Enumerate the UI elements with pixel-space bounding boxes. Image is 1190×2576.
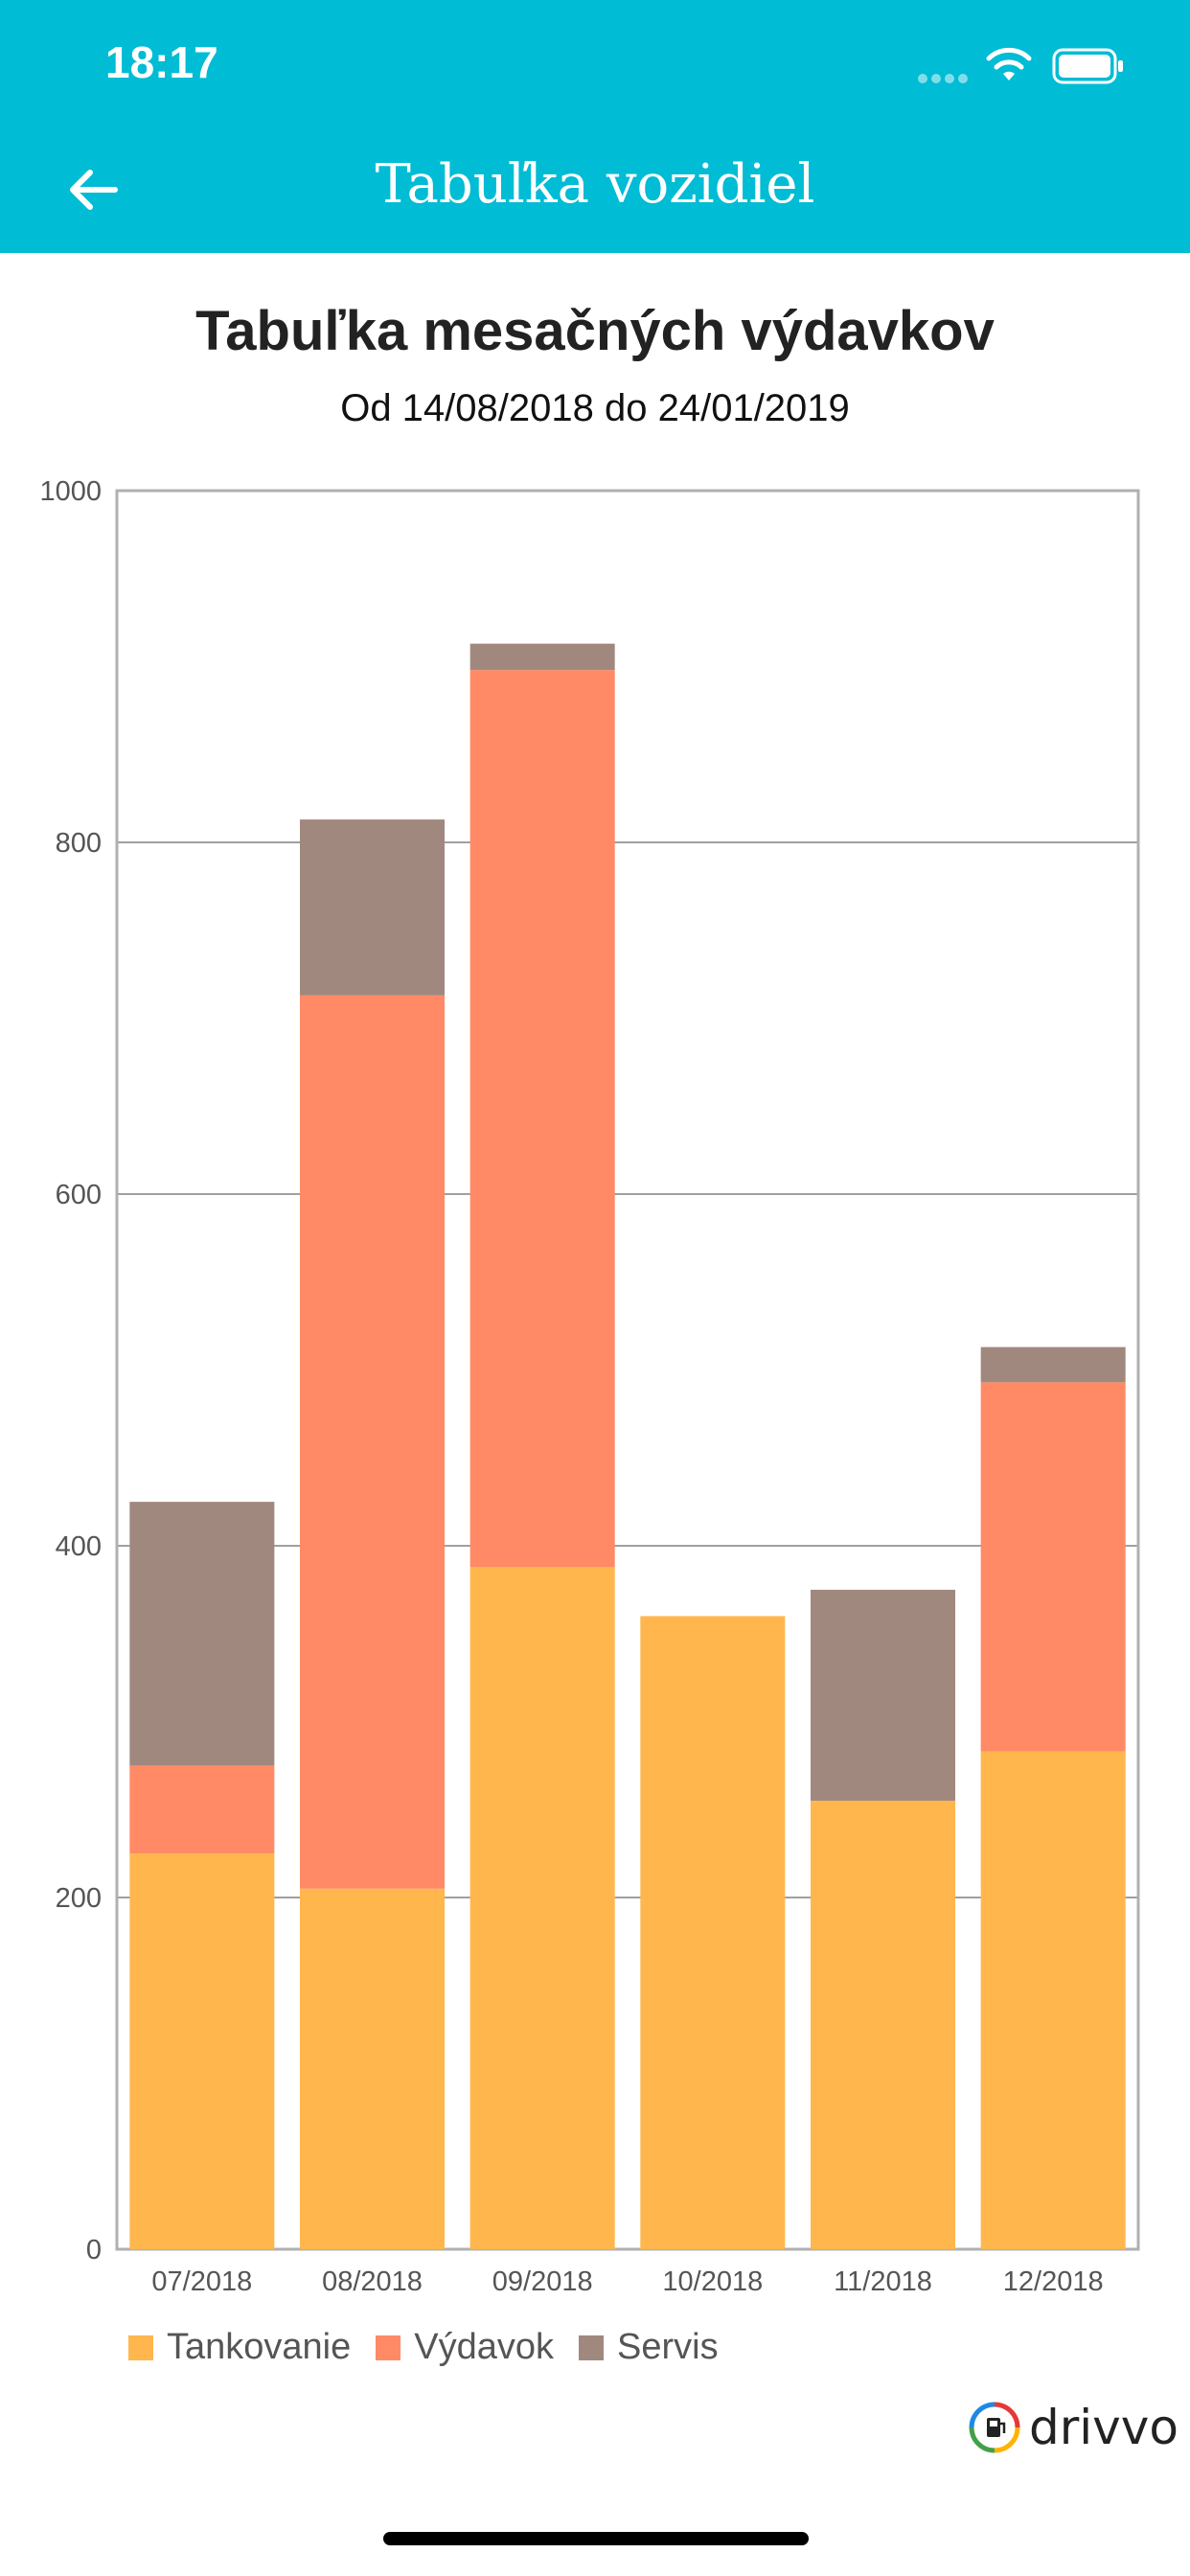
y-tick-label: 400 — [56, 1531, 102, 1562]
legend-swatch — [376, 2334, 401, 2360]
status-time: 18:17 — [105, 37, 218, 87]
x-tick-label: 07/2018 — [151, 2266, 252, 2297]
legend-item: Výdavok — [376, 2327, 554, 2368]
y-tick-label: 600 — [56, 1180, 102, 1210]
y-tick-label: 800 — [56, 828, 102, 859]
legend-item: Servis — [579, 2327, 719, 2368]
bar-segment — [980, 1382, 1126, 1752]
app-bar: 18:17 Tabuľka vozidiel — [0, 0, 1190, 253]
drivvo-logo: drivvo — [968, 2400, 1179, 2455]
bar-segment — [810, 1801, 956, 2249]
x-tick-label: 10/2018 — [662, 2266, 763, 2297]
chart-legend: Tankovanie Výdavok Servis — [128, 2327, 744, 2368]
signal-icon — [918, 71, 972, 88]
bar-segment — [299, 995, 446, 1889]
y-tick-label: 200 — [56, 1883, 102, 1914]
chart-subtitle: Od 14/08/2018 do 24/01/2019 — [340, 387, 850, 429]
legend-swatch — [128, 2334, 153, 2360]
drivvo-logo-text: drivvo — [1029, 2400, 1179, 2455]
plot-frame — [115, 489, 1140, 2251]
legend-label: Servis — [617, 2327, 719, 2367]
legend-item: Tankovanie — [128, 2327, 351, 2368]
home-indicator — [383, 2532, 809, 2545]
page-title: Tabuľka vozidiel — [375, 153, 815, 216]
legend-label: Tankovanie — [167, 2327, 352, 2367]
bar-segment — [980, 1346, 1126, 1383]
legend-swatch — [579, 2334, 604, 2360]
x-tick-label: 08/2018 — [322, 2266, 423, 2297]
bar-segment — [129, 1502, 275, 1766]
stacked-bar-chart: 0 200 400 600 800 1000 07/2018 08/2018 09/2018 10… — [39, 476, 1140, 2297]
bar-segment — [299, 819, 446, 996]
bar-segment — [299, 1888, 446, 2249]
bar-segment — [469, 670, 615, 1568]
bar-segment — [129, 1853, 275, 2249]
y-tick-label: 1000 — [39, 476, 102, 507]
x-tick-label: 12/2018 — [1003, 2266, 1104, 2297]
drivvo-logo-icon — [969, 2402, 1020, 2453]
legend-label: Výdavok — [414, 2327, 554, 2367]
arrow-left-icon — [70, 170, 118, 210]
bar-segment — [810, 1589, 956, 1802]
wifi-icon — [986, 47, 1032, 80]
back-button[interactable] — [54, 151, 130, 228]
y-tick-label: 0 — [86, 2235, 102, 2266]
bar-segment — [469, 643, 615, 671]
bar-segment — [640, 1616, 786, 2249]
x-tick-label: 09/2018 — [492, 2266, 593, 2297]
bar-segment — [980, 1751, 1126, 2249]
x-tick-label: 11/2018 — [834, 2266, 932, 2297]
chart-title: Tabuľka mesačných výdavkov — [195, 300, 995, 362]
bar-segment — [129, 1765, 275, 1854]
bar-segment — [469, 1567, 615, 2249]
battery-icon — [1052, 48, 1123, 84]
